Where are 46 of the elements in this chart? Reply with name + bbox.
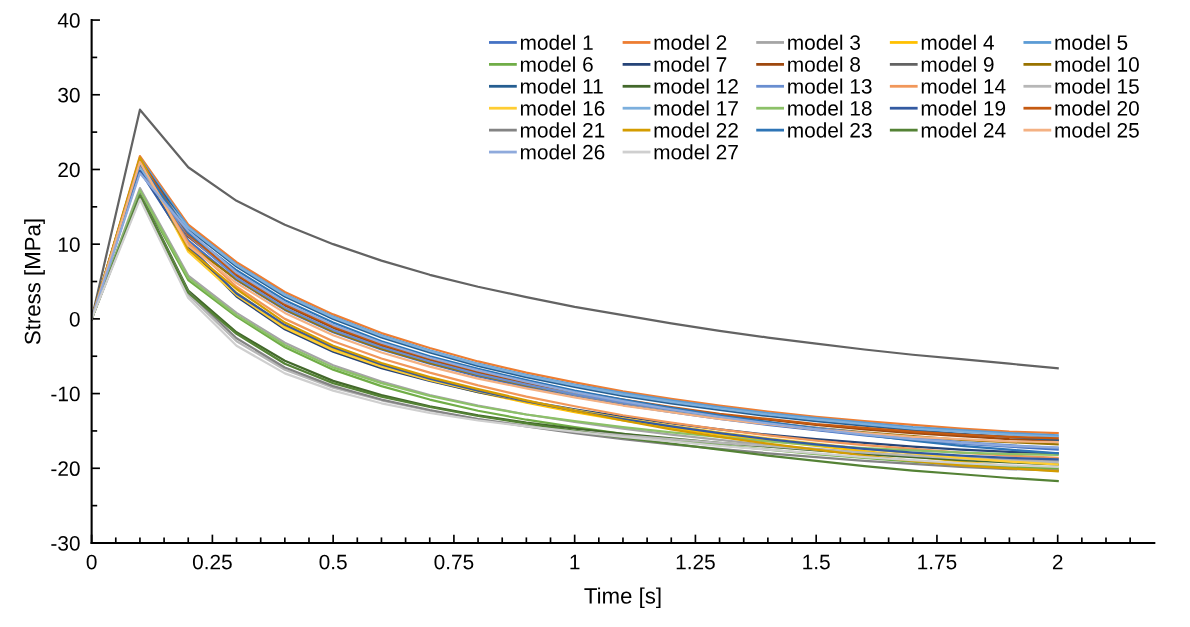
x-axis-title: Time [s] <box>584 587 661 609</box>
legend-label: model 21 <box>520 122 605 138</box>
y-tick-label: -30 <box>51 535 80 551</box>
legend-label: model 16 <box>520 100 605 116</box>
legend-label: model 9 <box>921 56 994 72</box>
legend-label: model 23 <box>788 122 872 138</box>
y-tick-label: -20 <box>51 461 80 477</box>
legend-label: model 10 <box>1055 56 1139 72</box>
x-tick-label: 0.75 <box>434 554 474 570</box>
legend-label: model 19 <box>921 100 1006 116</box>
x-tick-label: 1 <box>570 554 580 570</box>
legend-label: model 8 <box>788 56 860 72</box>
legend-label: model 24 <box>921 122 1006 138</box>
x-tick-label: 0.5 <box>319 554 347 570</box>
legend-label: model 2 <box>654 34 727 50</box>
legend-label: model 6 <box>520 56 593 72</box>
y-tick-label: 40 <box>57 13 80 28</box>
legend-label: model 25 <box>1055 122 1139 138</box>
legend-label: model 22 <box>654 122 738 138</box>
y-tick-label: -10 <box>51 386 80 402</box>
legend-label: model 15 <box>1055 78 1139 94</box>
legend-label: model 18 <box>788 100 872 116</box>
x-tick-label: 0.25 <box>192 554 232 570</box>
legend-label: model 3 <box>788 34 860 50</box>
y-tick-label: 20 <box>58 162 80 178</box>
x-tick-label: 0 <box>86 554 97 570</box>
legend-label: model 20 <box>1055 100 1139 116</box>
x-tick-label: 1.25 <box>676 554 715 570</box>
x-tick-label: 1.75 <box>918 554 957 570</box>
legend-label: model 11 <box>520 78 603 94</box>
legend-label: model 13 <box>788 78 872 94</box>
legend-label: model 12 <box>654 78 738 94</box>
legend-label: model 1 <box>520 34 593 50</box>
legend-label: model 7 <box>654 56 727 72</box>
legend-label: model 17 <box>654 100 738 116</box>
x-tick-label: 1.5 <box>803 554 830 570</box>
legend-label: model 26 <box>520 144 605 160</box>
y-tick-label: 10 <box>58 237 80 252</box>
y-tick-label: 0 <box>69 311 80 327</box>
legend-label: model 27 <box>654 144 738 160</box>
y-tick-label: 30 <box>58 87 80 103</box>
legend-label: model 5 <box>1055 34 1128 50</box>
x-tick-label: 2 <box>1052 554 1063 570</box>
legend-label: model 14 <box>921 78 1006 94</box>
legend-label: model 4 <box>921 34 994 50</box>
y-axis-title: Stress [MPa] <box>24 219 45 345</box>
